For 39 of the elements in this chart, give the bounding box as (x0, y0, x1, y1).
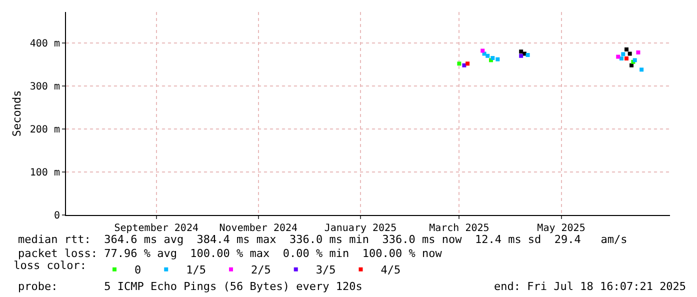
point (496, 57, 500, 62)
text: median rtt: 364.6 ms avg 384.4 ms max 336.0 ms min 336.0 ms now 12.4 ms sd 29.4 am/s (18, 233, 628, 246)
x-tick-label: September 2024 (114, 223, 198, 234)
y-tick-label: 200 m (30, 124, 60, 136)
point (619, 56, 624, 60)
point (624, 56, 628, 60)
x-tick-label: January 2025 (324, 223, 397, 234)
x-tick-label: November 2024 (219, 223, 298, 234)
legend-label: 4/5 (380, 264, 401, 277)
legend-label: 1/5 (186, 264, 206, 277)
x-tick-label: May 2025 (537, 223, 586, 234)
text: packet loss: 77.96 % avg 100.00 % max 0.00 % min 100.00 % now (18, 247, 442, 260)
legend-label: 3/5 (316, 264, 336, 277)
legend-title: loss color: (14, 259, 86, 272)
y-tick-label: 0 (54, 210, 60, 222)
point (630, 63, 634, 68)
text: probe: 5 ICMP Echo Pings (56 Bytes) every 120s (18, 280, 362, 293)
point (616, 54, 620, 59)
point (480, 48, 485, 53)
point (526, 53, 530, 58)
point (519, 50, 524, 54)
point (462, 63, 466, 68)
legend-label: 0 (134, 264, 142, 277)
point (624, 47, 628, 52)
point (636, 50, 640, 54)
y-tick-label: 400 m (30, 38, 60, 50)
point (519, 54, 524, 58)
point (640, 68, 644, 72)
point (628, 52, 632, 56)
text: end: Fri Jul 18 16:07:21 2025 (494, 280, 686, 293)
point (621, 52, 626, 56)
legend-label: 2/5 (251, 264, 271, 277)
x-tick-label: March 2025 (429, 223, 490, 234)
point (466, 62, 470, 66)
y-tick-label: 300 m (30, 81, 60, 92)
y-tick-label: 100 m (30, 167, 60, 178)
point (457, 62, 462, 66)
point (486, 54, 490, 58)
y-axis-title: Seconds (10, 90, 24, 137)
